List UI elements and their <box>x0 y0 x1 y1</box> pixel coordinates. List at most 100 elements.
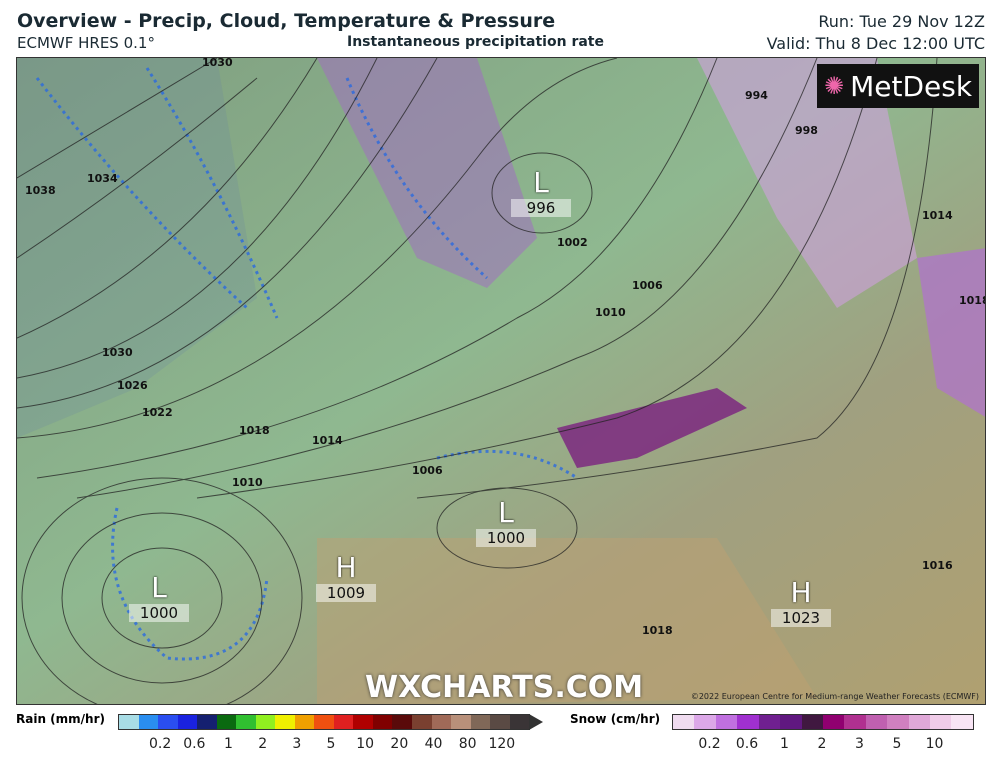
colorbar-tick: 0.2 <box>149 736 172 752</box>
colorbar-swatch <box>197 715 217 729</box>
snow-area-alps <box>557 388 747 468</box>
isobar-label: 1038 <box>25 184 56 197</box>
rain-colorbar <box>118 714 530 730</box>
isobar-label: 1010 <box>595 306 626 319</box>
isobars <box>17 58 938 704</box>
colorbar-tick: 0.2 <box>698 736 721 752</box>
colorbar-tick: 120 <box>488 736 516 752</box>
isobar-label: 1018 <box>239 424 270 437</box>
pressure-center-value: 996 <box>511 199 571 217</box>
weather-map: L 996 L 1000 H 1009 L 1000 H 1023 1030 1034 1038 103… <box>16 57 986 705</box>
snow-area-east <box>917 248 985 417</box>
colorbar-swatch <box>353 715 373 729</box>
colorbar-tick: 5 <box>892 736 902 752</box>
pressure-center: L 1000 <box>476 496 536 547</box>
colorbar-tick: 1 <box>224 736 233 752</box>
run-time: Run: Tue 29 Nov 12Z <box>818 12 985 31</box>
colorbar-swatch <box>490 715 510 729</box>
colorbar-swatch <box>431 715 452 729</box>
colorbar-swatch <box>780 715 802 729</box>
colorbar-tick: 3 <box>855 736 864 752</box>
pressure-center-value: 1023 <box>771 609 831 627</box>
colorbar-swatch <box>470 715 491 729</box>
pressure-center-type: H <box>335 551 357 584</box>
pressure-center: L 996 <box>511 166 571 217</box>
copyright: ©2022 European Centre for Medium-range W… <box>690 692 979 701</box>
chart-subtitle: Instantaneous precipitation rate <box>347 34 604 50</box>
valid-time: Valid: Thu 8 Dec 12:00 UTC <box>766 34 985 53</box>
colorbar-swatch <box>294 715 315 729</box>
isobar-label: 998 <box>795 124 818 137</box>
colorbar-swatch <box>314 715 334 729</box>
snow-legend-label: Snow (cm/hr) <box>570 712 661 726</box>
isobar-label: 1022 <box>142 406 173 419</box>
colorbar-tick: 1 <box>780 736 789 752</box>
isobar-label: 1010 <box>232 476 263 489</box>
colorbar-swatch <box>177 715 198 729</box>
isobar-label: 1026 <box>117 379 148 392</box>
rain-bands <box>35 67 578 661</box>
rain-colorbar-arrow <box>529 714 543 730</box>
colorbar-tick: 0.6 <box>735 736 759 752</box>
colorbar-swatch <box>715 715 738 729</box>
chart-title: Overview - Precip, Cloud, Temperature & … <box>17 10 556 32</box>
colorbar-swatch <box>908 715 931 729</box>
pressure-center-type: H <box>790 576 812 609</box>
map-canvas <box>17 58 985 704</box>
isobar-label: 994 <box>745 89 768 102</box>
colorbar-swatch <box>509 715 530 729</box>
colorbar-swatch <box>930 715 952 729</box>
isobar-label: 1034 <box>87 172 118 185</box>
snow-colorbar <box>672 714 974 730</box>
colorbar-swatch <box>951 715 973 729</box>
colorbar-tick: 80 <box>458 736 477 752</box>
colorbar-tick: 20 <box>390 736 409 752</box>
colorbar-swatch <box>887 715 909 729</box>
colorbar-swatch <box>158 715 178 729</box>
pressure-center-value: 1000 <box>476 529 536 547</box>
isobar-label: 1016 <box>922 559 953 572</box>
colorbar-swatch <box>138 715 159 729</box>
model-name: ECMWF HRES 0.1° <box>17 34 155 52</box>
colorbar-swatch <box>822 715 845 729</box>
colorbar-swatch <box>236 715 256 729</box>
colorbar-swatch <box>865 715 888 729</box>
colorbar-swatch <box>275 715 295 729</box>
metdesk-logo: ✺ MetDesk <box>817 64 979 108</box>
colorbar-swatch <box>411 715 432 729</box>
pressure-center-value: 1009 <box>316 584 376 602</box>
colorbar-swatch <box>451 715 471 729</box>
pressure-center: H 1009 <box>316 551 376 602</box>
warm-north-africa <box>317 538 817 704</box>
pressure-center: H 1023 <box>771 576 831 627</box>
colorbar-swatch <box>758 715 781 729</box>
isobar-label: 1030 <box>202 57 233 69</box>
pressure-center-type: L <box>151 571 167 604</box>
colorbar-tick: 5 <box>326 736 336 752</box>
colorbar-swatch <box>216 715 237 729</box>
colorbar-swatch <box>694 715 716 729</box>
isobar-label: 1018 <box>959 294 985 307</box>
isobar-label: 1002 <box>557 236 588 249</box>
colorbar-tick: 3 <box>292 736 302 752</box>
colorbar-swatch <box>844 715 866 729</box>
colorbar-tick: 40 <box>424 736 443 752</box>
colorbar-swatch <box>255 715 276 729</box>
colorbar-tick: 10 <box>356 736 375 752</box>
isobar-label: 1018 <box>642 624 673 637</box>
colorbar-tick: 10 <box>925 736 944 752</box>
colorbar-tick: 2 <box>258 736 268 752</box>
isobar-label: 1014 <box>922 209 953 222</box>
colorbar-tick: 2 <box>817 736 827 752</box>
isobar-label: 1006 <box>632 279 663 292</box>
colorbar-swatch <box>673 715 695 729</box>
metdesk-logo-icon: ✺ <box>823 72 845 100</box>
pressure-center-type: L <box>498 496 514 529</box>
colorbar-swatch <box>372 715 393 729</box>
colorbar-swatch <box>333 715 354 729</box>
isobar-label: 1030 <box>102 346 133 359</box>
pressure-center-type: L <box>533 166 549 199</box>
colorbar-swatch <box>119 715 139 729</box>
snow-area-scandinavia <box>317 58 537 288</box>
isobar-label: 1014 <box>312 434 343 447</box>
